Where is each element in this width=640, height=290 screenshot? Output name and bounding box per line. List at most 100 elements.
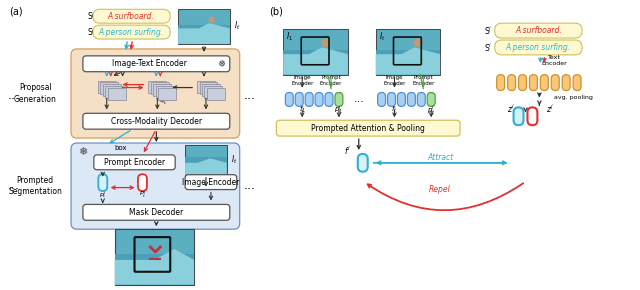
- FancyBboxPatch shape: [495, 40, 582, 55]
- Bar: [115, 254, 194, 285]
- Bar: [105, 86, 123, 98]
- FancyBboxPatch shape: [417, 93, 425, 106]
- Bar: [376, 50, 440, 75]
- FancyBboxPatch shape: [358, 154, 368, 172]
- Text: S$^i$: S$^i$: [484, 41, 493, 54]
- FancyBboxPatch shape: [295, 93, 303, 106]
- Text: ...: ...: [244, 89, 255, 102]
- FancyBboxPatch shape: [305, 93, 313, 106]
- FancyBboxPatch shape: [573, 75, 581, 90]
- FancyBboxPatch shape: [285, 93, 293, 106]
- Text: Prompt
Encoder: Prompt Encoder: [320, 75, 342, 86]
- FancyBboxPatch shape: [71, 143, 240, 229]
- Text: Sⁱ: Sⁱ: [88, 28, 94, 37]
- FancyBboxPatch shape: [527, 107, 538, 125]
- Text: Attract: Attract: [427, 153, 453, 162]
- Text: (b): (b): [269, 6, 284, 16]
- Text: $f_t$: $f_t$: [391, 105, 398, 115]
- Text: Repel: Repel: [429, 185, 451, 194]
- Text: Sʲ: Sʲ: [88, 12, 94, 21]
- Bar: [148, 81, 166, 93]
- FancyBboxPatch shape: [71, 49, 240, 138]
- Text: $p_t^i$: $p_t^i$: [427, 104, 435, 117]
- Text: $f_1$: $f_1$: [299, 105, 306, 115]
- FancyBboxPatch shape: [495, 23, 582, 38]
- Text: I$_t$: I$_t$: [234, 20, 241, 32]
- FancyBboxPatch shape: [93, 9, 170, 23]
- Text: A person surfing.: A person surfing.: [506, 43, 571, 52]
- FancyBboxPatch shape: [529, 75, 538, 90]
- Bar: [108, 88, 125, 100]
- Text: Image
Encoder: Image Encoder: [291, 75, 314, 86]
- FancyBboxPatch shape: [94, 155, 175, 170]
- FancyBboxPatch shape: [83, 56, 230, 72]
- Ellipse shape: [413, 39, 422, 47]
- Text: Mask Decoder: Mask Decoder: [129, 208, 184, 217]
- Bar: [284, 50, 348, 75]
- Text: $z^j$: $z^j$: [547, 102, 554, 115]
- Text: box: box: [115, 145, 127, 151]
- Bar: [185, 145, 227, 175]
- Text: $p_t^i$: $p_t^i$: [99, 189, 107, 200]
- FancyBboxPatch shape: [397, 93, 405, 106]
- Text: $p_1^i$: $p_1^i$: [334, 104, 344, 117]
- Text: I$_t$: I$_t$: [379, 31, 385, 43]
- Text: A surfboard.: A surfboard.: [515, 26, 562, 35]
- Text: I$_t$: I$_t$: [231, 154, 237, 166]
- FancyBboxPatch shape: [138, 174, 147, 191]
- Bar: [103, 84, 120, 96]
- FancyBboxPatch shape: [83, 204, 230, 220]
- Text: $f^i$: $f^i$: [344, 145, 351, 157]
- Text: Proposal
Generation: Proposal Generation: [14, 84, 57, 104]
- Ellipse shape: [209, 17, 215, 23]
- Bar: [204, 86, 222, 98]
- Bar: [178, 25, 230, 44]
- Text: avg. pooling: avg. pooling: [554, 95, 593, 100]
- Text: ❅: ❅: [217, 59, 225, 69]
- Text: ❅: ❅: [78, 147, 88, 157]
- FancyBboxPatch shape: [335, 93, 343, 106]
- Text: Prompted Attention & Pooling: Prompted Attention & Pooling: [311, 124, 425, 133]
- Text: ...: ...: [8, 89, 19, 102]
- FancyBboxPatch shape: [497, 75, 505, 90]
- Bar: [98, 81, 116, 93]
- Text: ...: ...: [244, 179, 255, 192]
- Bar: [154, 84, 172, 96]
- Text: (a): (a): [10, 6, 23, 16]
- Bar: [115, 229, 194, 285]
- Text: S$^j$: S$^j$: [484, 24, 493, 37]
- FancyBboxPatch shape: [99, 174, 108, 191]
- Polygon shape: [178, 23, 230, 44]
- Bar: [200, 82, 218, 94]
- FancyBboxPatch shape: [378, 93, 385, 106]
- FancyBboxPatch shape: [315, 93, 323, 106]
- FancyBboxPatch shape: [540, 75, 548, 90]
- Bar: [151, 82, 169, 94]
- Text: Prompted
Segmentation: Prompted Segmentation: [8, 175, 62, 196]
- Polygon shape: [284, 47, 348, 75]
- Polygon shape: [115, 249, 194, 285]
- Text: $Q_t^{i/j}$: $Q_t^{i/j}$: [159, 96, 170, 107]
- Text: A person surfing.: A person surfing.: [98, 28, 163, 37]
- Bar: [156, 86, 173, 98]
- Bar: [202, 84, 220, 96]
- Bar: [100, 82, 118, 94]
- Bar: [207, 88, 225, 100]
- FancyBboxPatch shape: [513, 107, 524, 125]
- FancyBboxPatch shape: [185, 175, 237, 190]
- Text: I$_1$: I$_1$: [286, 31, 294, 43]
- Bar: [178, 9, 230, 44]
- FancyBboxPatch shape: [551, 75, 559, 90]
- Text: Prompt Encoder: Prompt Encoder: [104, 158, 165, 167]
- FancyBboxPatch shape: [93, 25, 170, 39]
- Polygon shape: [185, 158, 227, 175]
- Text: ...: ...: [353, 95, 364, 104]
- FancyBboxPatch shape: [562, 75, 570, 90]
- Text: Image
Encoder: Image Encoder: [383, 75, 406, 86]
- Polygon shape: [376, 47, 440, 75]
- FancyBboxPatch shape: [428, 93, 435, 106]
- Bar: [158, 88, 176, 100]
- Text: Prompt
Encoder: Prompt Encoder: [412, 75, 435, 86]
- Text: ...: ...: [8, 179, 19, 192]
- Bar: [197, 81, 215, 93]
